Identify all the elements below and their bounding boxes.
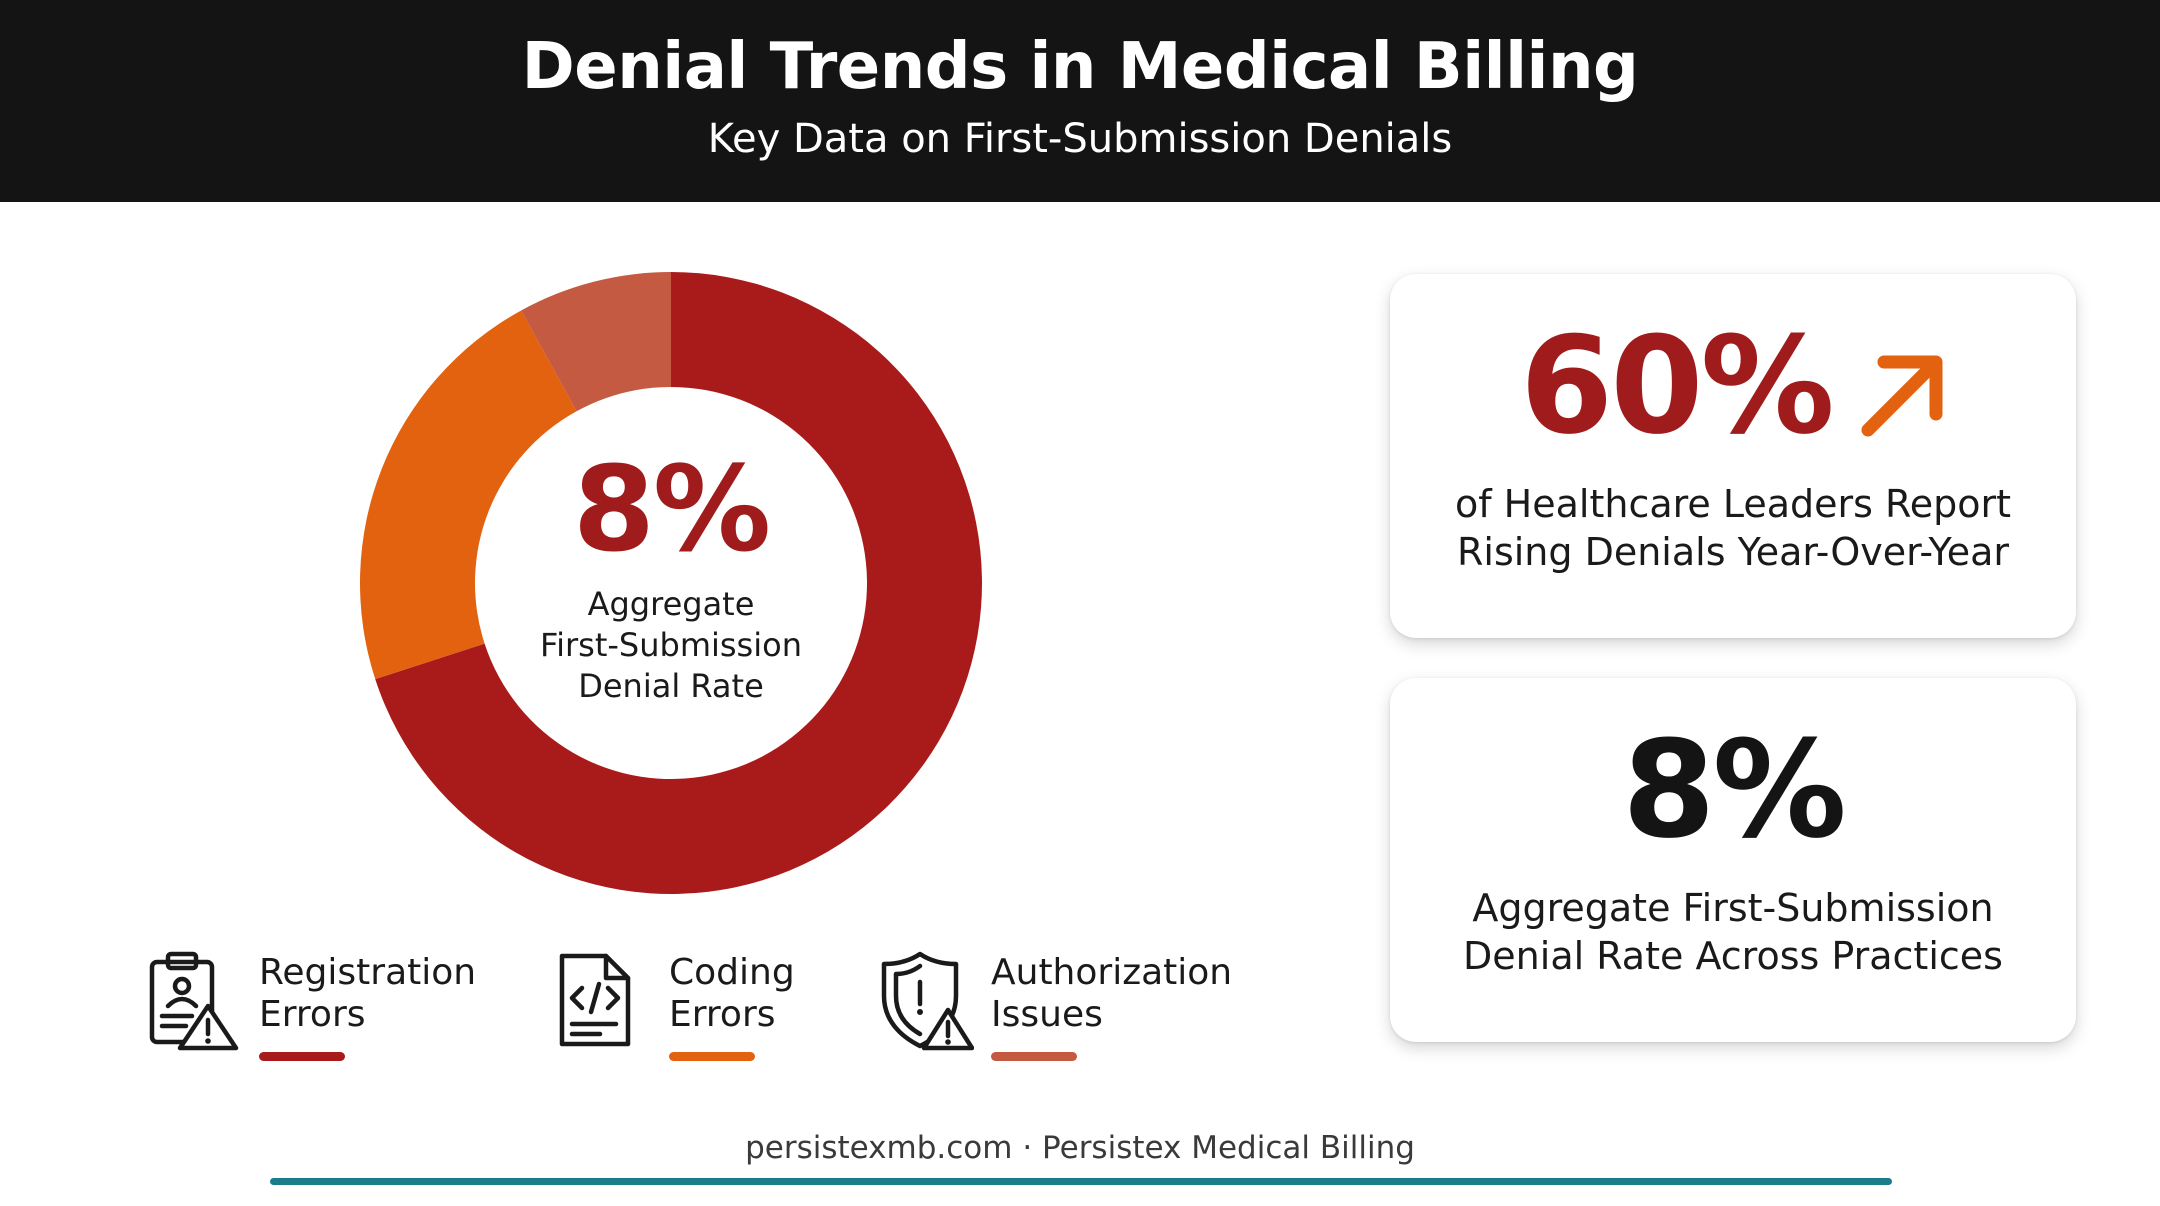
stat-row: 60% — [1390, 316, 2076, 456]
stat-card-aggregate-rate: 8% Aggregate First-Submission Denial Rat… — [1390, 678, 2076, 1042]
legend-label-registration-errors: Registration Errors — [259, 952, 519, 1036]
legend-label-line-1: Authorization — [991, 952, 1233, 993]
stat-description-line-1: Aggregate First-Submission — [1472, 886, 1994, 930]
header-banner: Denial Trends in Medical Billing Key Dat… — [0, 0, 2160, 202]
legend-label-line-1: Coding — [669, 952, 795, 993]
stat-description: Aggregate First-Submission Denial Rate A… — [1410, 884, 2056, 980]
stat-card-rising-denials: 60% of Healthcare Leaders Report Rising … — [1390, 274, 2076, 638]
trend-up-arrow-icon — [1861, 355, 1943, 437]
donut-center-label-line-3: Denial Rate — [578, 667, 764, 705]
legend-label-authorization-issues: Authorization Issues — [991, 952, 1251, 1036]
donut-center-value: 8% — [572, 440, 771, 578]
donut-slice-coding-errors — [360, 310, 577, 680]
donut-center-label: Aggregate First-Submission Denial Rate — [471, 584, 871, 707]
donut-chart: 8% Aggregate First-Submission Denial Rat… — [360, 272, 982, 894]
shield-warning-icon — [881, 951, 974, 1051]
footer-credit: persistexmb.com · Persistex Medical Bill… — [745, 1130, 1415, 1166]
stat-description-line-1: of Healthcare Leaders Report — [1454, 482, 2012, 526]
donut-chart-svg — [360, 272, 982, 894]
legend-label-line-2: Errors — [669, 994, 776, 1035]
donut-slice-registration-errors — [375, 272, 982, 894]
stat-value-60-percent: 60% — [1520, 308, 1835, 464]
legend-swatch-authorization-issues — [991, 1052, 1077, 1061]
legend-label-line-2: Errors — [259, 994, 366, 1035]
clipboard-warning-icon — [149, 951, 239, 1051]
footer-divider-line — [270, 1178, 1892, 1185]
legend-swatch-coding-errors — [669, 1052, 755, 1061]
legend-label-line-2: Issues — [991, 994, 1103, 1035]
donut-slice-authorization-issues — [521, 272, 671, 412]
donut-center: 8% Aggregate First-Submission Denial Rat… — [360, 272, 982, 894]
stat-value-8-percent: 8% — [1622, 712, 1846, 868]
stat-row: 8% — [1390, 720, 2076, 860]
legend-label-line-1: Registration — [259, 952, 477, 993]
donut-center-label-line-2: First-Submission — [540, 626, 802, 664]
stat-description-line-2: Denial Rate Across Practices — [1463, 934, 2003, 978]
stat-description-line-2: Rising Denials Year-Over-Year — [1456, 530, 2010, 574]
donut-center-label-line-1: Aggregate — [587, 585, 755, 623]
code-document-icon — [559, 953, 631, 1047]
legend-label-coding-errors: Coding Errors — [669, 952, 929, 1036]
legend-swatch-registration-errors — [259, 1052, 345, 1061]
stat-description: of Healthcare Leaders Report Rising Deni… — [1410, 480, 2056, 576]
page-title: Denial Trends in Medical Billing — [521, 30, 1639, 104]
page-subtitle: Key Data on First-Submission Denials — [707, 116, 1453, 162]
